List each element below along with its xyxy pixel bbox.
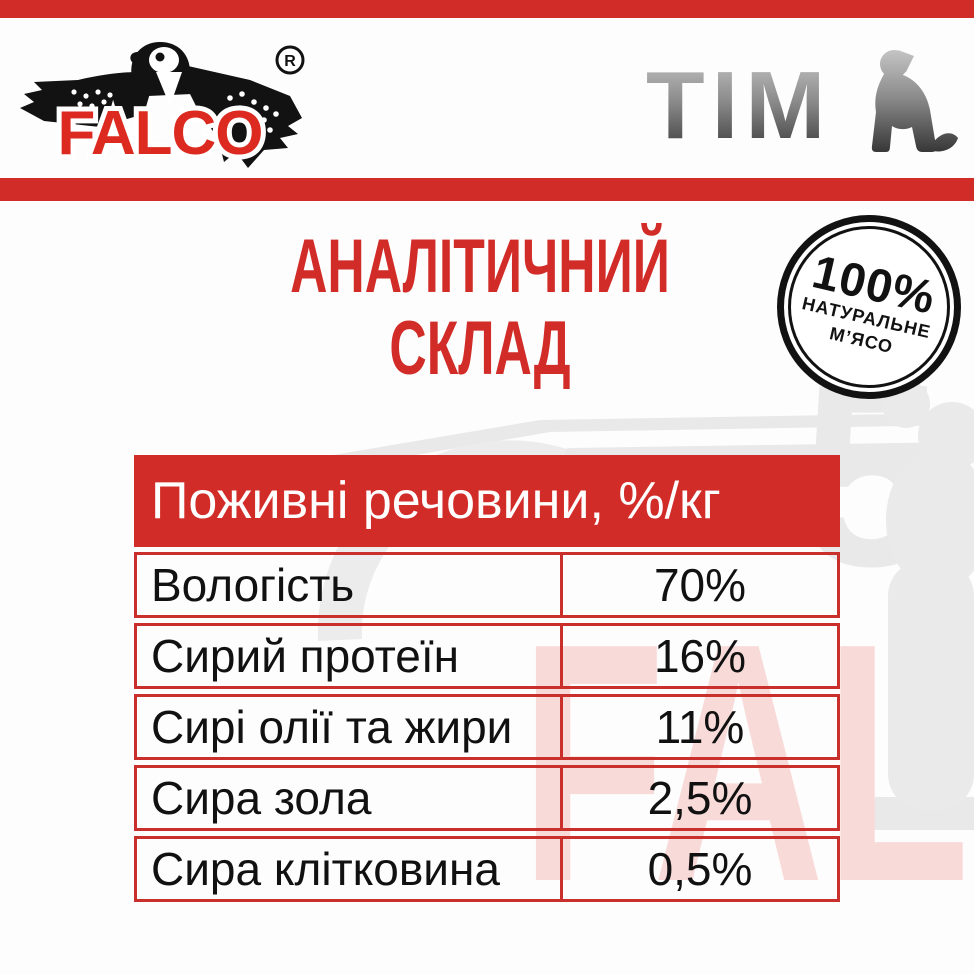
falcon-icon	[20, 42, 302, 168]
nutrient-value: 70%	[653, 559, 747, 611]
falco-wordmark: FALCO	[57, 99, 262, 168]
dog-watermark	[882, 380, 974, 810]
red-divider-bar	[0, 178, 974, 201]
table-row: Сирі олії та жири 11%	[134, 694, 840, 760]
table-row: Сира клітковина 0,5%	[134, 836, 840, 902]
nutrient-label: Сирі олії та жири	[137, 697, 563, 757]
svg-text:R: R	[284, 53, 296, 70]
table-header: Поживні речовини, %/кг	[134, 455, 840, 547]
nutrient-label: Сира клітковина	[137, 839, 563, 899]
table-row: Сира зола 2,5%	[134, 765, 840, 831]
registered-trademark-icon: R	[275, 45, 305, 75]
natural-meat-badge: 100% НАТУРАЛЬНЕ М’ЯСО	[777, 215, 961, 399]
falco-logo: FALCO R	[20, 42, 305, 172]
badge-inner-ring	[788, 226, 950, 388]
title-line2: СКЛАД	[389, 306, 571, 391]
tim-wordmark: TIM	[646, 52, 832, 154]
page-title: АНАЛІТИЧНИЙ СКЛАД	[70, 226, 890, 390]
nutrient-label: Вологість	[137, 555, 563, 615]
nutrient-value: 11%	[655, 701, 745, 753]
dog-icon	[871, 50, 958, 152]
nutrient-value: 16%	[653, 630, 747, 682]
table-row: Вологість 70%	[134, 552, 840, 618]
title-line1: АНАЛІТИЧНИЙ	[290, 224, 670, 309]
table-row: Сирий протеїн 16%	[134, 623, 840, 689]
nutrient-label: Сира зола	[137, 768, 563, 828]
top-red-bar	[0, 0, 974, 18]
tim-logo: TIM	[646, 50, 958, 154]
nutrient-label: Сирий протеїн	[137, 626, 563, 686]
nutrient-value: 0,5%	[647, 843, 753, 895]
nutrition-table: Поживні речовини, %/кг Вологість 70% Сир…	[134, 455, 840, 902]
nutrient-value: 2,5%	[647, 772, 753, 824]
